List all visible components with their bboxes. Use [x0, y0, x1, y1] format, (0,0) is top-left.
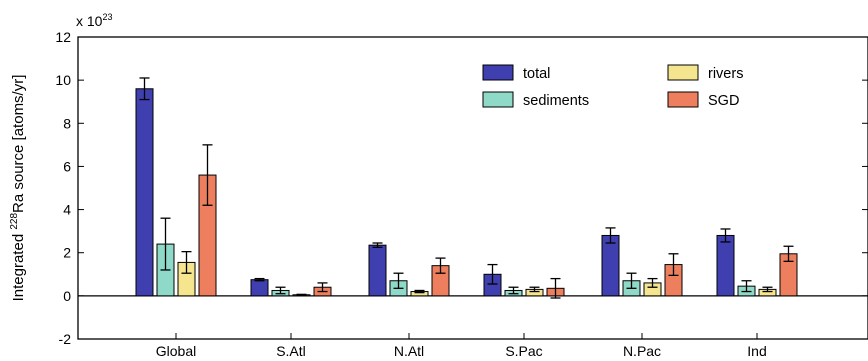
y-axis-title: Integrated 228Ra source [atoms/yr] [9, 75, 27, 302]
y-tick-label: 2 [63, 245, 71, 261]
legend-label-SGD: SGD [708, 93, 739, 109]
legend: total sediments rivers SGD [482, 64, 743, 109]
x-tick-label: S.Atl [276, 343, 306, 359]
y-tick-label: 8 [63, 115, 71, 131]
y-tick-label: 10 [55, 72, 71, 88]
bar-total-N.Pac [601, 234, 620, 297]
legend-swatch-rivers [667, 64, 699, 81]
bar-total-S.Atl [250, 279, 269, 297]
y-tick-label: 0 [63, 288, 71, 304]
y-tick-label: 4 [63, 202, 71, 218]
legend-swatch-total [482, 64, 514, 81]
legend-swatch-SGD [667, 91, 699, 108]
legend-swatch-sediments [482, 91, 514, 108]
x-tick-label: N.Pac [623, 343, 661, 359]
x-axis: Global S.Atl N.Atl S.Pac N.Pac Ind [156, 333, 767, 359]
x-tick-label: Ind [747, 343, 766, 359]
legend-label-rivers: rivers [708, 66, 743, 82]
legend-label-total: total [523, 66, 550, 82]
bar-series [135, 77, 798, 299]
y-tick-label: -2 [59, 331, 72, 347]
x-tick-label: Global [156, 343, 196, 359]
x-tick-label: N.Atl [394, 343, 424, 359]
y-tick-label: 6 [63, 158, 71, 174]
y-tick-label: 12 [55, 29, 71, 45]
legend-label-sediments: sediments [523, 93, 589, 109]
y-multiplier: x 1023 [76, 12, 112, 29]
y-axis: -2 0 2 4 6 8 10 12 [55, 29, 868, 347]
bar-total-Ind [716, 234, 735, 297]
bar-total-Global [135, 88, 154, 297]
bar-total-N.Atl [368, 244, 387, 297]
x-tick-label: S.Pac [505, 343, 542, 359]
plot-frame [77, 36, 868, 340]
